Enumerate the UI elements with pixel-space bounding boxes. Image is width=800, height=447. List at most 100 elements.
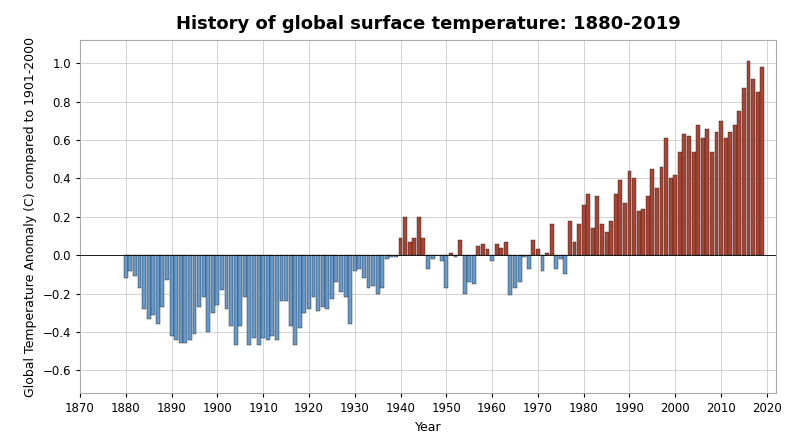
Y-axis label: Global Temperature Anomaly (C) compared to 1901-2000: Global Temperature Anomaly (C) compared … (24, 37, 37, 397)
Bar (385, 255, 389, 259)
Bar (440, 255, 444, 261)
Bar (225, 255, 229, 309)
Bar (504, 242, 508, 255)
Bar (449, 253, 453, 255)
Bar (573, 242, 577, 255)
Bar (738, 111, 742, 255)
Bar (321, 255, 325, 307)
Bar (444, 255, 448, 288)
Bar (458, 240, 462, 255)
Bar (674, 175, 678, 255)
Bar (481, 244, 485, 255)
Bar (366, 255, 370, 288)
Bar (559, 255, 562, 259)
Bar (311, 255, 315, 297)
Bar (522, 255, 526, 257)
Bar (262, 255, 265, 337)
Bar (605, 232, 609, 255)
Bar (746, 61, 750, 255)
Bar (129, 255, 132, 270)
Bar (326, 255, 330, 309)
Bar (417, 217, 421, 255)
Bar (669, 178, 673, 255)
Bar (206, 255, 210, 332)
Bar (526, 255, 530, 269)
Bar (266, 255, 270, 340)
Bar (687, 136, 691, 255)
Bar (494, 244, 498, 255)
Bar (637, 211, 641, 255)
X-axis label: Year: Year (414, 421, 442, 434)
Bar (275, 255, 279, 340)
Bar (302, 255, 306, 313)
Bar (403, 217, 407, 255)
Bar (568, 221, 572, 255)
Bar (161, 255, 164, 307)
Bar (595, 196, 599, 255)
Bar (243, 255, 246, 297)
Bar (531, 240, 535, 255)
Bar (348, 255, 352, 324)
Bar (462, 255, 466, 294)
Bar (142, 255, 146, 309)
Bar (706, 129, 710, 255)
Bar (760, 67, 764, 255)
Bar (178, 255, 182, 343)
Bar (430, 255, 434, 259)
Bar (339, 255, 343, 291)
Bar (682, 134, 686, 255)
Bar (678, 152, 682, 255)
Bar (146, 255, 150, 319)
Bar (591, 228, 594, 255)
Bar (234, 255, 238, 346)
Bar (371, 255, 375, 286)
Bar (582, 205, 586, 255)
Bar (215, 255, 219, 305)
Bar (298, 255, 302, 328)
Bar (545, 253, 549, 255)
Bar (289, 255, 293, 326)
Bar (316, 255, 320, 311)
Bar (294, 255, 297, 346)
Bar (692, 152, 695, 255)
Bar (733, 125, 737, 255)
Bar (270, 255, 274, 336)
Bar (390, 255, 394, 257)
Bar (664, 138, 668, 255)
Bar (257, 255, 261, 346)
Bar (751, 79, 755, 255)
Bar (362, 255, 366, 278)
Bar (728, 132, 732, 255)
Bar (422, 238, 426, 255)
Bar (229, 255, 233, 326)
Bar (742, 88, 746, 255)
Bar (193, 255, 197, 334)
Bar (518, 255, 522, 282)
Bar (197, 255, 201, 307)
Bar (610, 221, 613, 255)
Bar (490, 255, 494, 261)
Bar (554, 255, 558, 269)
Bar (577, 224, 581, 255)
Bar (380, 255, 384, 288)
Bar (412, 238, 416, 255)
Bar (398, 238, 402, 255)
Bar (632, 178, 636, 255)
Bar (220, 255, 224, 290)
Bar (696, 125, 700, 255)
Bar (536, 249, 540, 255)
Bar (642, 209, 645, 255)
Bar (376, 255, 379, 294)
Bar (252, 255, 256, 337)
Bar (344, 255, 347, 297)
Bar (211, 255, 214, 313)
Bar (650, 169, 654, 255)
Bar (477, 245, 480, 255)
Bar (614, 194, 618, 255)
Bar (247, 255, 251, 346)
Bar (486, 249, 490, 255)
Bar (334, 255, 338, 282)
Bar (330, 255, 334, 299)
Bar (719, 121, 723, 255)
Bar (659, 167, 663, 255)
